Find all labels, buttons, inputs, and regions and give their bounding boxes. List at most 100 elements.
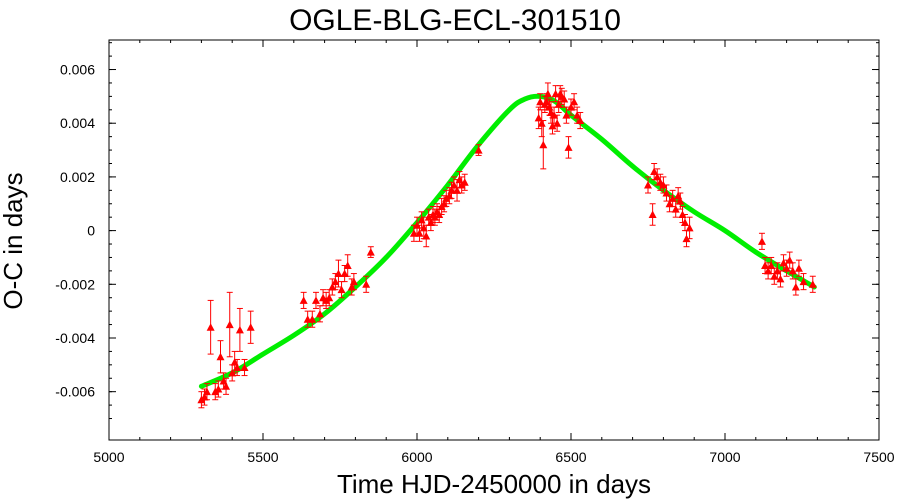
triangle-marker <box>534 113 543 122</box>
data-point <box>791 278 800 296</box>
data-point <box>362 275 371 293</box>
data-point <box>366 246 375 258</box>
x-tick-label: 7000 <box>709 449 740 465</box>
y-tick-label: 0.006 <box>60 62 95 78</box>
triangle-marker <box>548 121 557 130</box>
triangle-marker <box>791 282 800 291</box>
triangle-marker <box>216 352 225 361</box>
data-point <box>225 291 234 358</box>
y-axis-label: O-C in days <box>0 172 28 309</box>
triangle-marker <box>235 325 244 334</box>
data-point <box>764 262 773 280</box>
data-point <box>337 281 346 299</box>
data-point <box>576 111 585 130</box>
triangle-marker <box>685 223 694 232</box>
triangle-marker <box>665 199 674 208</box>
data-point <box>334 259 343 288</box>
y-axis: -0.006 -0.004 -0.002 0 0.002 0.004 0.006 <box>55 62 879 400</box>
triangle-marker <box>246 323 255 331</box>
data-point <box>246 310 255 344</box>
data-point <box>308 310 317 328</box>
data-point <box>648 203 657 226</box>
triangle-marker <box>676 197 685 205</box>
data-point <box>235 307 244 352</box>
minor-ticks <box>108 40 880 440</box>
triangle-marker <box>573 111 582 119</box>
triangle-marker <box>761 261 770 270</box>
data-point <box>474 144 483 156</box>
data-point <box>757 232 766 250</box>
triangle-marker <box>460 178 469 186</box>
data-point <box>328 278 337 296</box>
triangle-marker <box>214 384 223 393</box>
data-point <box>662 184 671 202</box>
triangle-marker <box>362 280 371 288</box>
chart-title: OGLE-BLG-ECL-301510 <box>289 4 621 37</box>
x-tick-label: 5000 <box>93 449 124 465</box>
triangle-marker <box>659 180 668 189</box>
x-tick-label: 6000 <box>401 449 432 465</box>
model-curve-layer <box>198 93 817 389</box>
triangle-marker <box>550 111 559 119</box>
data-point <box>233 358 242 377</box>
triangle-marker <box>349 277 358 286</box>
data-point <box>206 299 215 355</box>
triangle-marker <box>785 256 794 264</box>
data-point <box>808 275 817 293</box>
triangle-marker <box>576 116 585 125</box>
triangle-marker <box>240 363 249 372</box>
data-point <box>659 176 668 194</box>
model-curve <box>198 93 817 389</box>
triangle-marker <box>206 323 215 331</box>
data-point <box>767 256 776 275</box>
x-tick-label: 7500 <box>863 449 894 465</box>
triangle-marker <box>202 387 211 396</box>
triangle-marker <box>799 277 808 286</box>
triangle-marker <box>331 277 340 286</box>
triangle-marker <box>682 234 691 243</box>
triangle-marker <box>554 100 563 108</box>
triangle-marker <box>764 266 773 275</box>
y-tick-label: -0.002 <box>55 276 95 292</box>
triangle-marker <box>560 95 569 103</box>
y-tick-label: 0 <box>87 223 95 239</box>
data-point <box>562 106 571 124</box>
triangle-marker <box>536 97 545 106</box>
triangle-marker <box>222 382 231 390</box>
triangle-marker <box>773 266 782 275</box>
triangle-marker <box>794 264 803 272</box>
triangle-marker <box>808 280 817 288</box>
data-point <box>785 251 794 269</box>
x-axis: 5000 5500 6000 6500 7000 7500 <box>93 40 895 465</box>
triangle-marker <box>233 363 242 372</box>
triangle-marker <box>539 140 548 149</box>
data-point <box>564 136 573 159</box>
triangle-marker <box>328 282 337 291</box>
data-point <box>240 358 249 377</box>
data-point <box>560 90 569 108</box>
data-point <box>570 93 579 111</box>
triangle-marker <box>315 309 324 318</box>
triangle-marker <box>671 205 680 213</box>
y-tick-label: 0.004 <box>60 115 95 131</box>
triangle-marker <box>225 320 234 329</box>
data-point <box>685 216 694 240</box>
triangle-marker <box>449 180 458 189</box>
data-point <box>799 273 808 291</box>
triangle-marker <box>409 229 418 237</box>
data-point <box>343 254 352 277</box>
data-point <box>665 195 674 213</box>
triangle-marker <box>311 296 320 304</box>
data-point <box>214 380 223 398</box>
triangle-marker <box>422 231 431 240</box>
data-point <box>349 273 358 291</box>
data-point <box>202 383 211 401</box>
triangle-marker <box>308 315 317 323</box>
triangle-marker <box>757 237 766 245</box>
triangle-marker <box>340 269 349 278</box>
triangle-marker <box>366 248 375 256</box>
data-point <box>668 189 677 207</box>
triangle-marker <box>570 97 579 106</box>
triangle-marker <box>776 274 785 283</box>
triangle-marker <box>553 119 562 127</box>
